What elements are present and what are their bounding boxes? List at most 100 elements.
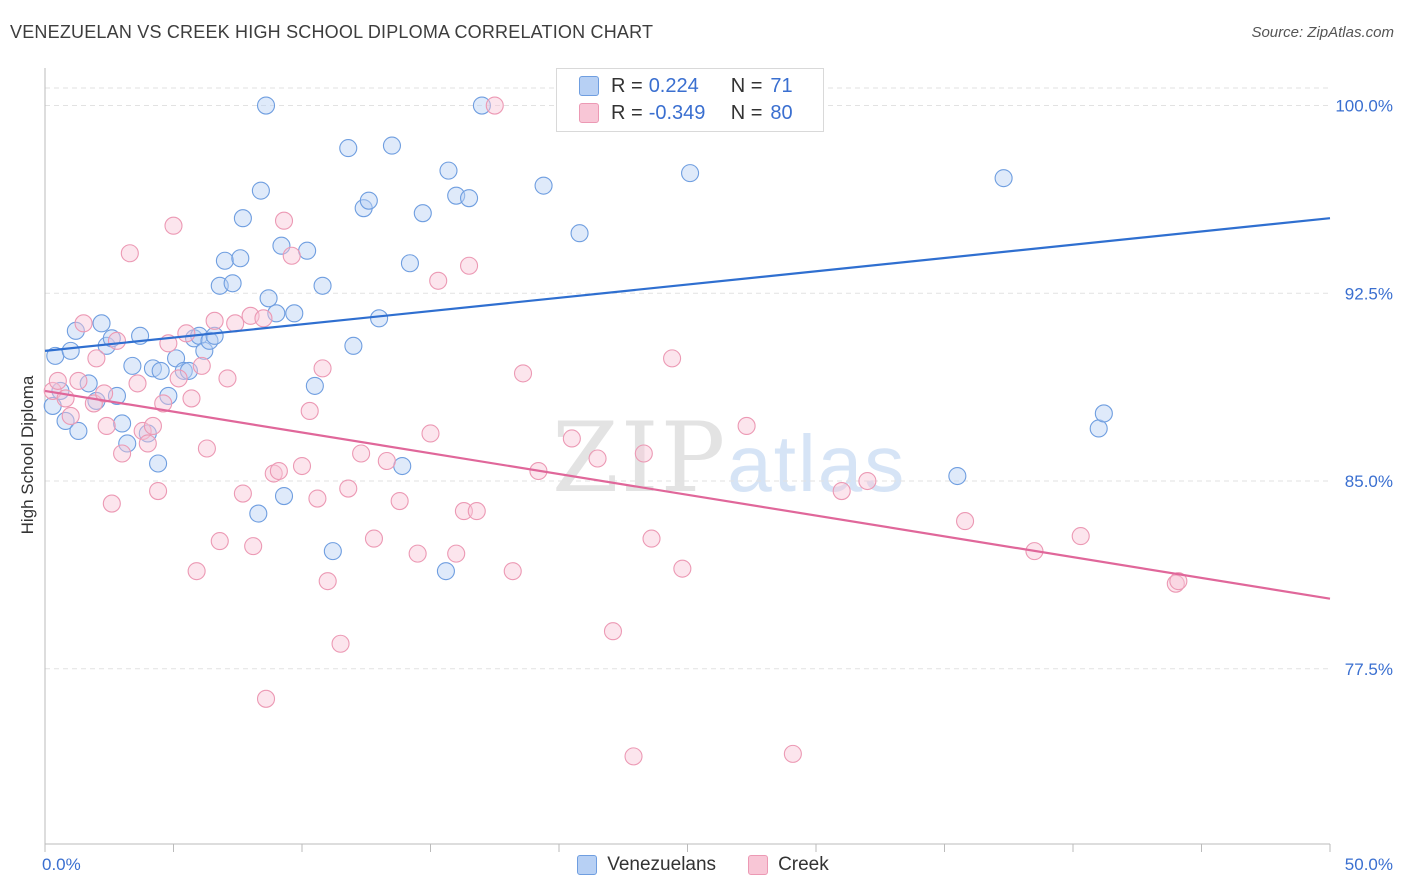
creek-point (226, 314, 245, 333)
creek-point (300, 401, 319, 420)
creek-point (182, 389, 201, 408)
venezuelans-point (339, 139, 358, 158)
creek-point (254, 309, 273, 328)
creek-point (1166, 574, 1185, 593)
venezuelans-point (285, 304, 304, 323)
y-tick-label: 85.0% (1345, 472, 1393, 491)
creek-point (107, 331, 127, 350)
creek-point (264, 464, 283, 483)
venezuelans-point (149, 454, 168, 473)
venezuelans-point (400, 254, 419, 273)
legend-row-venezuelans: R = 0.224 N = 71 (579, 73, 793, 99)
legend-n-label: N = (730, 74, 763, 97)
venezuelans-point (1094, 404, 1113, 423)
venezuelans-point (249, 504, 268, 523)
creek-point (588, 449, 607, 468)
creek-point (97, 416, 116, 436)
venezuelans-point (681, 164, 700, 183)
legend-n-label: N = (730, 101, 763, 124)
venezuelans-point (259, 289, 278, 308)
creek-point (447, 544, 466, 563)
creek-point (187, 562, 206, 581)
venezuelans-point (151, 361, 170, 380)
creek-point (87, 349, 106, 368)
creek-point (143, 416, 162, 436)
creek-point (364, 529, 384, 548)
venezuelans-point (439, 161, 458, 180)
creek-point (313, 359, 332, 378)
x-tick-label-max: 50.0% (1345, 855, 1393, 874)
creek-point (48, 371, 67, 390)
creek-point (69, 371, 88, 390)
creek-point (459, 256, 479, 275)
creek-point (783, 744, 802, 763)
creek-point (377, 451, 396, 471)
creek-point (177, 324, 196, 343)
creek-point (858, 471, 877, 491)
venezuelans-point (56, 411, 75, 431)
creek-point (164, 216, 183, 235)
venezuelans-trend-line (44, 217, 1331, 352)
y-axis-label: High School Diploma (18, 375, 37, 535)
series-swatch-pink (748, 855, 769, 875)
venezuelans-point (436, 562, 455, 581)
venezuelans-point (200, 331, 219, 350)
creek-point (1071, 527, 1090, 546)
creek-point (454, 502, 473, 521)
venezuelans-point (534, 176, 553, 195)
legend-r-value: -0.349 (648, 101, 706, 124)
venezuelans-point (118, 434, 137, 453)
venezuelans-point (123, 356, 142, 375)
venezuelans-point (370, 309, 389, 328)
venezuelans-point (359, 191, 378, 210)
creek-point (244, 537, 263, 556)
series-legend-venezuelans[interactable]: Venezuelans (577, 854, 716, 876)
watermark-atlas: atlas (727, 419, 907, 508)
creek-trend-line (44, 389, 1331, 600)
venezuelans-point (994, 169, 1013, 188)
series-legend-label: Creek (778, 854, 829, 875)
creek-point (642, 529, 661, 548)
series-legend-creek[interactable]: Creek (748, 854, 829, 876)
creek-point (1169, 572, 1188, 591)
creek-point (138, 434, 157, 453)
creek-point (663, 349, 682, 368)
creek-point (149, 481, 168, 501)
venezuelans-point (113, 414, 132, 433)
y-tick-label: 92.5% (1345, 284, 1393, 303)
creek-point (205, 311, 224, 330)
venezuelans-point (413, 204, 432, 223)
creek-point (503, 562, 522, 581)
creek-point (192, 356, 211, 375)
x-tick-label-min: 0.0% (42, 855, 81, 874)
venezuelans-point (195, 341, 214, 360)
series-swatch-blue (577, 855, 598, 875)
legend-n-value: 71 (770, 74, 793, 97)
creek-point (832, 481, 851, 501)
creek-point (737, 416, 756, 436)
creek-point (956, 512, 975, 531)
venezuelans-point (298, 241, 317, 260)
creek-point (74, 314, 93, 333)
creek-point (308, 489, 327, 508)
creek-point (339, 479, 358, 498)
creek-point (408, 544, 427, 563)
venezuelans-point (323, 542, 342, 561)
venezuelans-point (79, 374, 98, 393)
creek-point (95, 384, 114, 403)
creek-point (634, 444, 653, 463)
source-label: Source: ZipAtlas.com (1251, 24, 1394, 41)
creek-point (210, 532, 229, 551)
creek-point (282, 246, 301, 265)
creek-point (292, 456, 312, 476)
legend-swatch-blue (579, 76, 599, 96)
creek-point (233, 484, 252, 503)
venezuelans-point (92, 314, 111, 333)
stats-legend: R = 0.224 N = 71 R = -0.349 N = 80 (556, 68, 824, 132)
creek-point (467, 502, 486, 521)
creek-point (128, 374, 147, 393)
venezuelans-point (459, 189, 479, 208)
venezuelans-point (570, 224, 589, 243)
venezuelans-point (344, 336, 363, 355)
